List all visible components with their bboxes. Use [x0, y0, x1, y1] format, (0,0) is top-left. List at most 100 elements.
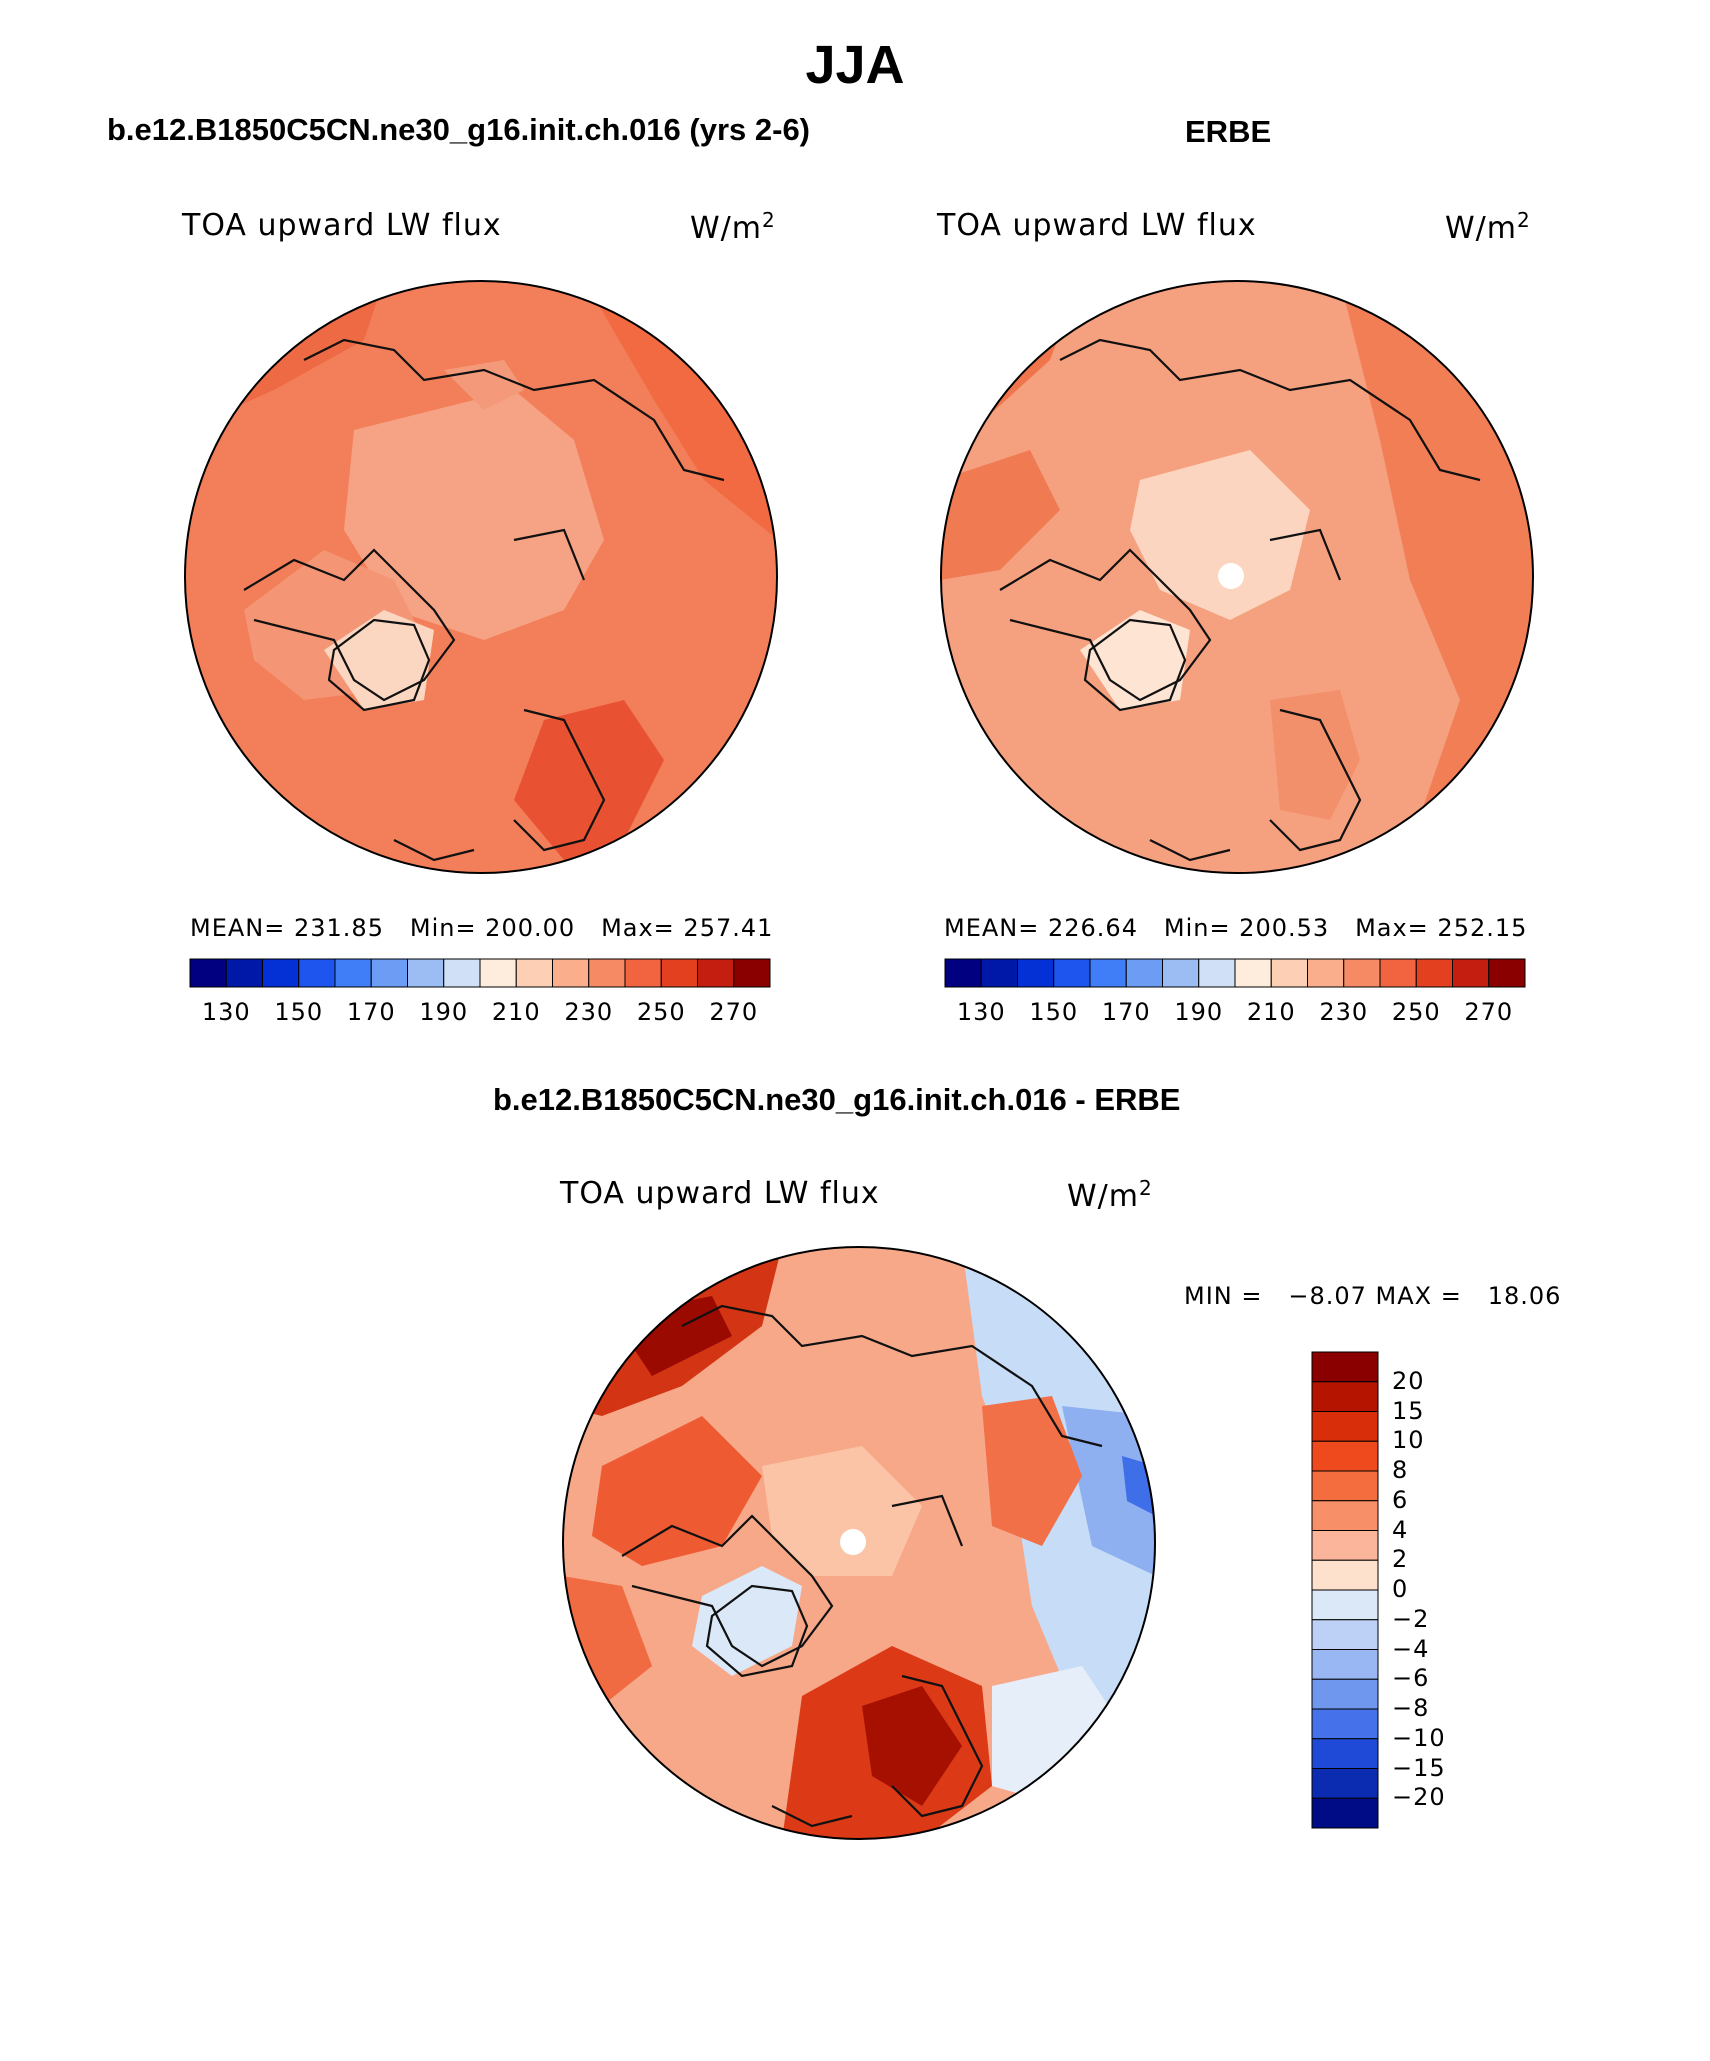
colorbar-tick-label: 190 — [419, 998, 469, 1026]
colorbar-box — [1089, 958, 1127, 988]
colorbar-box — [1311, 1411, 1379, 1442]
difference-heading: b.e12.B1850C5CN.ne30_g16.init.ch.016 - E… — [493, 1082, 1181, 1117]
panel-2-colorbar — [944, 958, 1526, 988]
colorbar-box — [1311, 1381, 1379, 1412]
colorbar-box — [588, 958, 626, 988]
colorbar-tick-label: 2 — [1392, 1545, 1409, 1574]
colorbar-tick-label: 130 — [201, 998, 251, 1026]
colorbar-tick-label: −2 — [1392, 1604, 1430, 1633]
colorbar-box — [1311, 1351, 1379, 1383]
colorbar-tick-label: 4 — [1392, 1515, 1409, 1544]
panel-1-colorbar — [189, 958, 771, 988]
colorbar-box — [1311, 1797, 1379, 1829]
colorbar-box — [225, 958, 263, 988]
colorbar-tick-label: −20 — [1392, 1783, 1446, 1812]
colorbar-tick-label: 10 — [1392, 1426, 1425, 1455]
colorbar-tick-label: −6 — [1392, 1664, 1430, 1693]
colorbar-box — [1270, 958, 1308, 988]
colorbar-tick-label: −15 — [1392, 1753, 1446, 1782]
difference-colorbar-ticks: 20 15 10 8 6 4 2 0 −2 −4 −6 −8 −10 −15 −20 — [1392, 1352, 1512, 1830]
colorbar-box — [298, 958, 336, 988]
colorbar-box — [660, 958, 698, 988]
colorbar-box — [1311, 1738, 1379, 1769]
difference-minmax: MIN = −8.07 MAX = 18.06 — [1184, 1282, 1562, 1310]
colorbar-box — [479, 958, 517, 988]
colorbar-box — [1234, 958, 1272, 988]
colorbar-tick-label: 210 — [491, 998, 541, 1026]
difference-colorbar — [1311, 1351, 1379, 1829]
panel-1-units: W/m2 — [690, 208, 776, 246]
difference-variable-label: TOA upward LW flux — [560, 1176, 880, 1211]
colorbar-box — [262, 958, 300, 988]
panel-1-colorbar-ticks: 130 150 170 190 210 230 250 270 — [190, 998, 770, 1028]
colorbar-box — [1311, 1440, 1379, 1472]
colorbar-box — [1017, 958, 1055, 988]
panel-1-stats: MEAN= 231.85 Min= 200.00 Max= 257.41 — [190, 914, 774, 942]
panel-1-polar-map — [184, 280, 778, 874]
colorbar-tick-label: 270 — [709, 998, 759, 1026]
colorbar-box — [1311, 1530, 1379, 1561]
colorbar-tick-label: 20 — [1392, 1366, 1425, 1395]
colorbar-box — [1125, 958, 1163, 988]
colorbar-box — [1311, 1500, 1379, 1531]
colorbar-tick-label: 130 — [956, 998, 1006, 1026]
colorbar-box — [552, 958, 590, 988]
panel-2-stats: MEAN= 226.64 Min= 200.53 Max= 252.15 — [944, 914, 1528, 942]
colorbar-box — [1311, 1678, 1379, 1710]
panel-2-variable-label: TOA upward LW flux — [937, 208, 1257, 243]
colorbar-box — [1311, 1559, 1379, 1591]
colorbar-tick-label: −10 — [1392, 1723, 1446, 1752]
colorbar-box — [370, 958, 408, 988]
colorbar-tick-label: 170 — [1101, 998, 1151, 1026]
colorbar-box — [334, 958, 372, 988]
colorbar-tick-label: 150 — [274, 998, 324, 1026]
colorbar-tick-label: 190 — [1174, 998, 1224, 1026]
colorbar-box — [624, 958, 662, 988]
colorbar-tick-label: −8 — [1392, 1694, 1430, 1722]
colorbar-tick-label: 170 — [346, 998, 396, 1026]
colorbar-box — [1311, 1470, 1379, 1502]
colorbar-box — [1311, 1649, 1379, 1680]
panel-1-variable-label: TOA upward LW flux — [182, 208, 502, 243]
colorbar-box — [1311, 1589, 1379, 1621]
colorbar-box — [1198, 958, 1236, 988]
colorbar-tick-label: 230 — [564, 998, 614, 1026]
colorbar-box — [1311, 1768, 1379, 1799]
colorbar-box — [1343, 958, 1381, 988]
colorbar-tick-label: 250 — [1391, 998, 1441, 1026]
difference-polar-map — [562, 1246, 1156, 1840]
difference-units: W/m2 — [1067, 1176, 1153, 1214]
colorbar-box — [944, 958, 982, 988]
colorbar-tick-label: 8 — [1392, 1456, 1409, 1484]
colorbar-box — [697, 958, 735, 988]
colorbar-tick-label: 0 — [1392, 1575, 1409, 1603]
colorbar-tick-label: 150 — [1029, 998, 1079, 1026]
colorbar-box — [980, 958, 1018, 988]
figure-title: JJA — [805, 35, 905, 95]
panel-2-polar-map — [940, 280, 1534, 874]
colorbar-box — [407, 958, 445, 988]
colorbar-box — [443, 958, 481, 988]
colorbar-box — [1311, 1619, 1379, 1650]
panel-1-heading: b.e12.B1850C5CN.ne30_g16.init.ch.016 (yr… — [107, 112, 811, 147]
colorbar-tick-label: 15 — [1392, 1396, 1425, 1425]
colorbar-box — [189, 958, 227, 988]
colorbar-box — [1379, 958, 1417, 988]
panel-2-colorbar-ticks: 130 150 170 190 210 230 250 270 — [945, 998, 1525, 1028]
colorbar-tick-label: 210 — [1246, 998, 1296, 1026]
colorbar-box — [1415, 958, 1453, 988]
colorbar-tick-label: 250 — [636, 998, 686, 1026]
difference-pole-hole — [840, 1529, 866, 1555]
colorbar-tick-label: 230 — [1319, 998, 1369, 1026]
colorbar-tick-label: −4 — [1392, 1634, 1430, 1663]
colorbar-box — [1307, 958, 1345, 988]
panel-2-units: W/m2 — [1445, 208, 1531, 246]
colorbar-box — [515, 958, 553, 988]
colorbar-box — [1311, 1708, 1379, 1740]
panel-2-pole-hole — [1218, 563, 1244, 589]
colorbar-box — [1452, 958, 1490, 988]
colorbar-tick-label: 6 — [1392, 1485, 1409, 1514]
colorbar-box — [1053, 958, 1091, 988]
panel-2-heading: ERBE — [1185, 114, 1272, 149]
colorbar-box — [1162, 958, 1200, 988]
